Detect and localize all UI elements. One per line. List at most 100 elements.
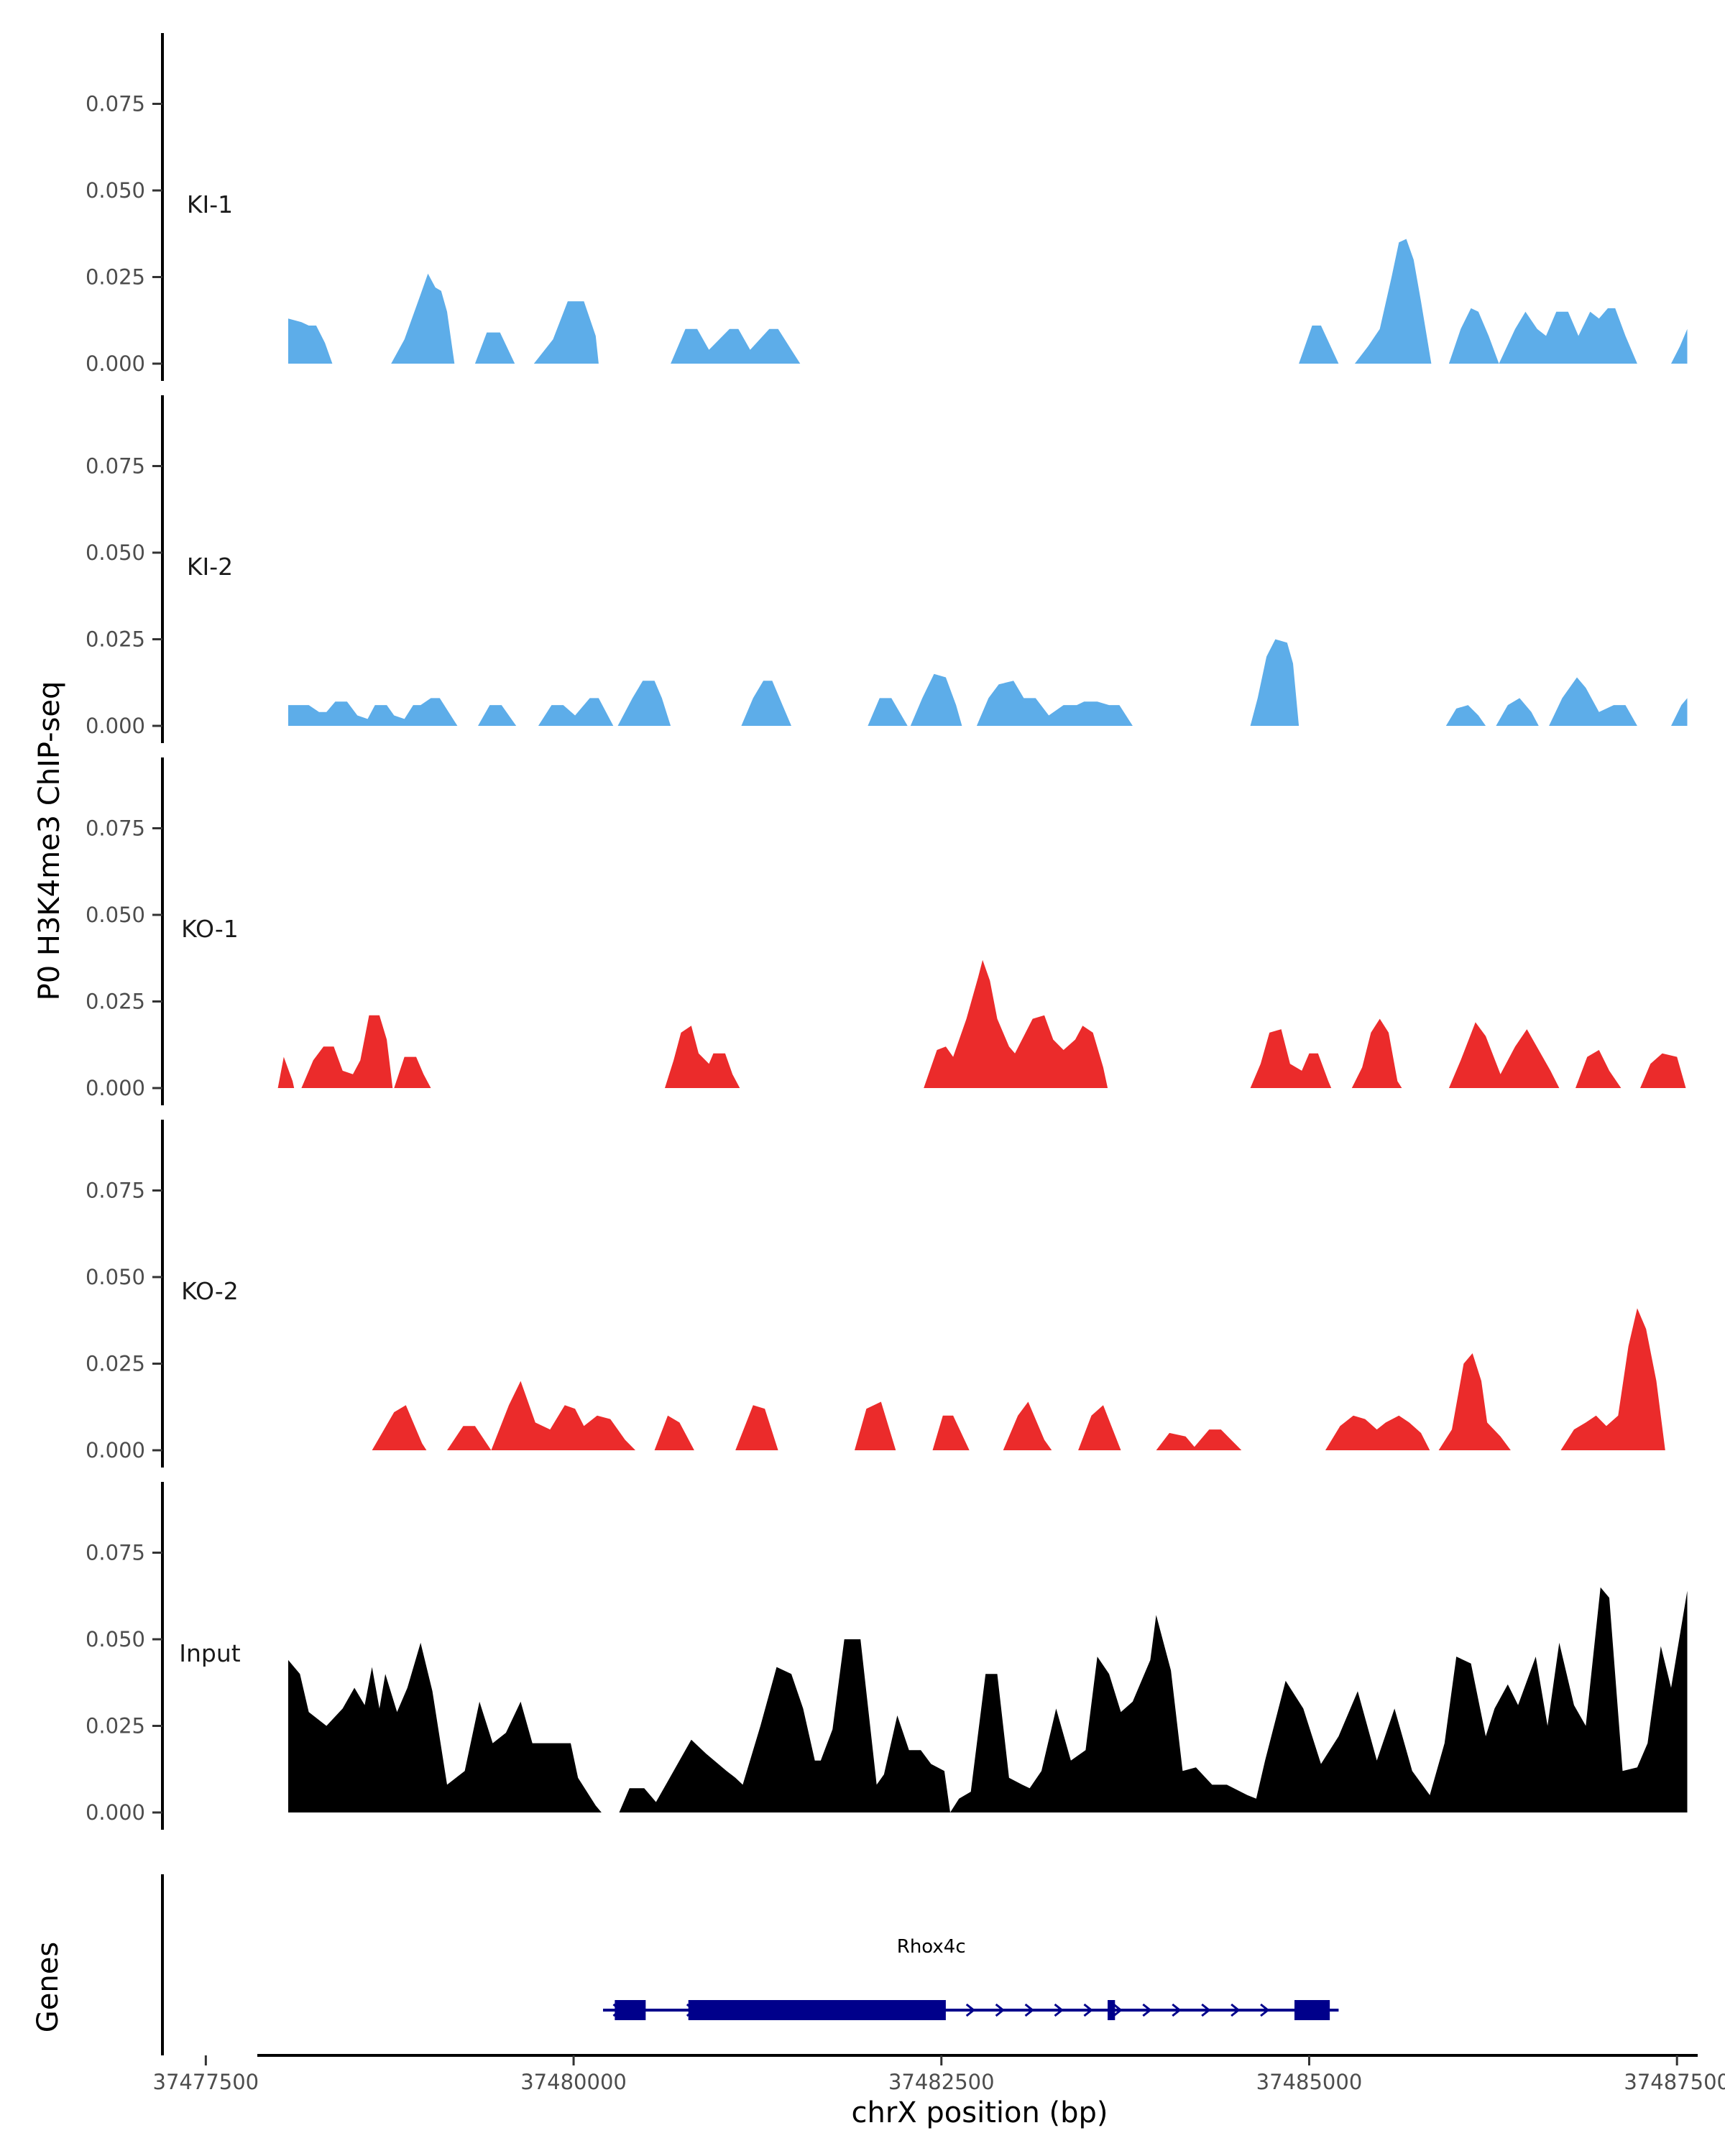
signal-area	[1250, 639, 1300, 726]
gene-label: Rhox4c	[897, 1936, 966, 1958]
signal-area	[1078, 1405, 1121, 1450]
strand-arrow	[1024, 2003, 1034, 2017]
gene-exon	[688, 2000, 946, 2020]
signal-area	[619, 1587, 1688, 1812]
signal-area	[1351, 1018, 1402, 1088]
y-tick-label: 0.050	[86, 1627, 145, 1651]
strand-arrow	[1172, 2003, 1182, 2017]
strand-arrow	[1142, 2003, 1152, 2017]
x-tick-label: 37477500	[153, 2070, 259, 2094]
y-tick-label: 0.050	[86, 1265, 145, 1289]
y-tick-label: 0.000	[86, 1076, 145, 1100]
strand-arrow	[1054, 2003, 1064, 2017]
signal-area	[924, 959, 1108, 1088]
strand-arrow	[1083, 2003, 1093, 2017]
genes-axis-title: Genes	[32, 1942, 65, 2032]
signal-area	[491, 1381, 635, 1450]
track-label: KO-2	[181, 1277, 239, 1305]
y-tick-label: 0.025	[86, 1714, 145, 1738]
signal-area	[1549, 677, 1637, 726]
signal-area	[1325, 1415, 1430, 1450]
x-tick-label: 37485000	[1256, 2070, 1363, 2094]
y-tick-label: 0.075	[86, 1179, 145, 1203]
strand-arrow	[995, 2003, 1006, 2017]
track-panel-ki-2: 0.000 0.025 0.050 0.075 KI-2	[86, 395, 1688, 743]
x-axis-title: chrX position (bp)	[851, 2096, 1108, 2129]
signal-area	[932, 1415, 970, 1450]
signal-area	[288, 698, 458, 726]
y-tick-label: 0.075	[86, 1541, 145, 1565]
signal-area	[1445, 705, 1486, 726]
strand-arrow	[1113, 2003, 1123, 2017]
signal-area	[391, 273, 455, 364]
y-tick-label: 0.050	[86, 903, 145, 927]
signal-area	[1354, 239, 1432, 364]
signal-area	[478, 705, 517, 726]
signal-area	[447, 1426, 492, 1450]
signal-area	[735, 1405, 778, 1450]
y-tick-label: 0.075	[86, 92, 145, 116]
strand-arrow	[612, 2003, 622, 2017]
signal-area	[1560, 1308, 1665, 1450]
x-tick-label: 37480000	[520, 2070, 627, 2094]
signal-area	[1003, 1401, 1052, 1450]
signal-area	[654, 1415, 694, 1450]
x-tick-label: 37487500	[1624, 2070, 1725, 2094]
strand-arrow	[686, 2003, 696, 2017]
signal-area	[474, 332, 515, 364]
signal-area	[1448, 1022, 1560, 1088]
gene-rhox4c: Rhox4c	[602, 1936, 1339, 2020]
signal-area	[665, 1026, 740, 1088]
track-panel-ki-1: 0.000 0.025 0.050 0.075 KI-1	[86, 33, 1688, 381]
y-tick-label: 0.025	[86, 1352, 145, 1376]
signal-area	[372, 1405, 427, 1450]
y-tick-label: 0.000	[86, 714, 145, 738]
signal-area	[976, 681, 1133, 726]
y-tick-label: 0.025	[86, 990, 145, 1014]
signal-area	[910, 673, 962, 726]
y-tick-label: 0.050	[86, 178, 145, 203]
signal-area	[1448, 308, 1637, 364]
signal-area	[301, 1015, 393, 1088]
signal-area	[1299, 326, 1339, 364]
signal-area	[617, 681, 671, 726]
signal-area	[1671, 698, 1688, 726]
x-axis: 37477500 37480000 37482500 37485000 37487500	[153, 2054, 1725, 2094]
signal-area	[288, 1642, 602, 1812]
signal-area	[538, 698, 614, 726]
signal-area	[1640, 1053, 1686, 1088]
genes-panel: Rhox4c	[161, 1874, 1339, 2055]
signal-area	[533, 301, 599, 364]
y-tick-label: 0.050	[86, 540, 145, 565]
signal-area	[671, 328, 801, 364]
strand-arrow	[1201, 2003, 1211, 2017]
gene-exon	[1108, 2000, 1116, 2020]
gene-exon	[1294, 2000, 1330, 2020]
signal-area	[1156, 1429, 1242, 1450]
y-tick-label: 0.075	[86, 816, 145, 841]
signal-area	[1438, 1353, 1511, 1450]
signal-area	[1250, 1029, 1332, 1088]
signal-area	[741, 681, 791, 726]
signal-area	[394, 1056, 431, 1088]
track-label: KI-1	[187, 190, 233, 218]
x-tick-label: 37482500	[888, 2070, 995, 2094]
track-label: Input	[179, 1639, 241, 1667]
y-tick-label: 0.075	[86, 454, 145, 479]
signal-area	[1576, 1050, 1622, 1088]
signal-area	[277, 1056, 295, 1088]
track-panel-ko-2: 0.000 0.025 0.050 0.075 KO-2	[86, 1120, 1665, 1468]
y-axis-title: P0 H3K4me3 ChIP-seq	[33, 681, 66, 1001]
strand-arrow	[1230, 2003, 1241, 2017]
signal-area	[868, 698, 908, 726]
y-tick-label: 0.000	[86, 1438, 145, 1462]
signal-area	[288, 318, 333, 364]
signal-area	[1496, 698, 1539, 726]
track-panel-input: 0.000 0.025 0.050 0.075 Input	[86, 1482, 1688, 1830]
y-tick-label: 0.025	[86, 627, 145, 652]
track-label: KI-2	[187, 553, 233, 581]
strand-arrow	[965, 2003, 976, 2017]
signal-area	[855, 1401, 896, 1450]
track-panels: 0.0000.0250.0500.075KI-10.0000.0250.0500…	[86, 33, 1688, 1830]
